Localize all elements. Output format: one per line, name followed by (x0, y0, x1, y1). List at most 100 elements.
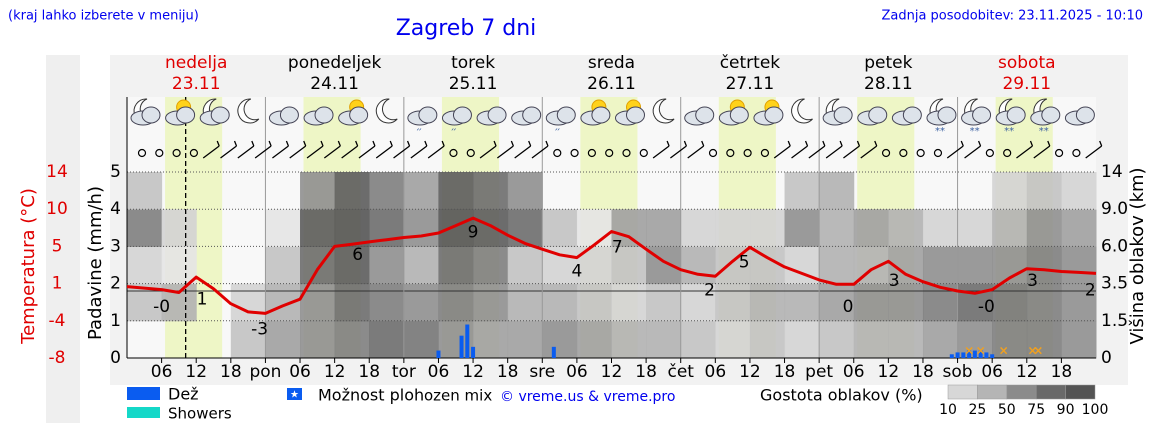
cloud-cell (473, 209, 509, 247)
temp-value-label: 1 (197, 290, 208, 310)
cloud-cell (231, 172, 266, 210)
cloud-cell (749, 283, 786, 322)
mix-mark: × (999, 344, 1009, 358)
cloud-cell (611, 283, 647, 322)
temp-value-label: -0 (153, 297, 170, 317)
icon-snow: ** (935, 126, 945, 137)
cloud-tick-label: 14 (1101, 162, 1123, 182)
legend-label: Dež (168, 385, 199, 404)
cloud-cell (646, 320, 682, 359)
cloud-cell (473, 172, 509, 210)
cloud-cell (888, 320, 924, 359)
wind-calm (639, 148, 648, 158)
cloud-cell (369, 172, 405, 210)
cloud-cell (923, 172, 958, 210)
cloud-cell (611, 246, 647, 285)
icon-moon (375, 98, 398, 124)
cloud-cell (438, 172, 474, 210)
legend-swatch (287, 388, 302, 400)
cloud-cell (403, 172, 439, 210)
cloud-cell (542, 172, 577, 210)
cloud-cell (231, 246, 266, 284)
cloud-cell (680, 320, 716, 359)
x-tick-label: 18 (358, 362, 380, 382)
wind-calm (172, 148, 181, 158)
temp-value-label: 9 (468, 223, 479, 243)
cloud-cell (438, 209, 474, 247)
density-swatch (1006, 384, 1037, 400)
icon-cloud (1075, 106, 1095, 124)
wind-barb (272, 140, 290, 159)
x-tick-label: tor (392, 362, 416, 382)
icon-cloud (487, 106, 507, 124)
cloud-cell (507, 320, 543, 359)
cloud-cell (473, 246, 509, 285)
update-time: Zadnja posodobitev: 23.11.2025 - 10:10 (881, 9, 1143, 24)
icon-cloud (1006, 106, 1026, 124)
wind-calm (622, 148, 631, 158)
icon-rain: ״ (554, 126, 560, 137)
temp-value-label: 7 (612, 238, 623, 258)
x-tick-label: 18 (912, 362, 934, 382)
density-tick-label: 100 (1082, 402, 1109, 418)
day-date: 29.11 (1002, 74, 1051, 94)
cloud-cell (162, 172, 197, 210)
icon-cloud (141, 106, 161, 124)
precip-bar (984, 352, 989, 358)
x-tick-label: 06 (289, 362, 311, 382)
cloud-cell (1026, 283, 1062, 322)
x-tick-label: 06 (428, 362, 450, 382)
temperature-line (126, 216, 1097, 315)
wind-barb (946, 140, 964, 159)
cloud-cell (161, 209, 197, 247)
density-swatch (977, 384, 1008, 400)
wind-barb (375, 140, 393, 159)
precip-bar (949, 354, 954, 358)
cloud-cell (576, 283, 612, 322)
wind-barb (687, 140, 705, 159)
cloud-cell (922, 209, 959, 247)
cloud-cell (196, 172, 231, 210)
cloud-cell (334, 320, 370, 359)
cloud-cell (162, 321, 197, 359)
wind-barb (237, 140, 255, 159)
cloud-cell (992, 320, 1028, 359)
icon-cloud (418, 106, 438, 124)
header-note: (kraj lahko izberete v meniju) (8, 9, 199, 24)
wind-calm (1072, 148, 1081, 158)
cloud-cell (784, 320, 820, 359)
icon-cloud (279, 106, 299, 124)
legend-label: Showers (168, 405, 232, 423)
cloud-cell (300, 320, 336, 359)
wind-barb (306, 140, 324, 159)
cloud-cell (542, 283, 578, 322)
wind-calm (743, 148, 752, 158)
cloud-tick-label: 0 (1101, 348, 1112, 368)
wind-calm (933, 148, 943, 158)
cloud-cell (1026, 320, 1062, 359)
day-name: petek (864, 53, 912, 73)
cloud-cell (577, 172, 612, 210)
cloud-cell (992, 283, 1028, 322)
temp-tick-label: -8 (49, 348, 66, 368)
cloud-cell (334, 283, 370, 322)
wind-barb (1033, 140, 1051, 159)
wind-barb (670, 140, 688, 159)
cloud-cell (992, 209, 1028, 247)
day-name: ponedeljek (288, 53, 382, 73)
cloud-cell (542, 320, 578, 359)
icon-cloud (729, 106, 749, 124)
icon-cloud (210, 106, 230, 124)
wind-barb (843, 140, 861, 159)
wind-calm (137, 148, 147, 158)
legend-label: ozen mix (424, 387, 492, 405)
cloud-cell (1026, 172, 1062, 210)
cloud-cell (888, 283, 924, 322)
temp-tick-label: 1 (52, 274, 63, 294)
cloud-cell (1061, 320, 1097, 359)
x-tick-label: sre (529, 362, 555, 382)
icon-cloud (937, 106, 957, 124)
cloud-cell (853, 320, 889, 359)
x-tick-label: 06 (566, 362, 588, 382)
icon-moon (791, 98, 813, 124)
